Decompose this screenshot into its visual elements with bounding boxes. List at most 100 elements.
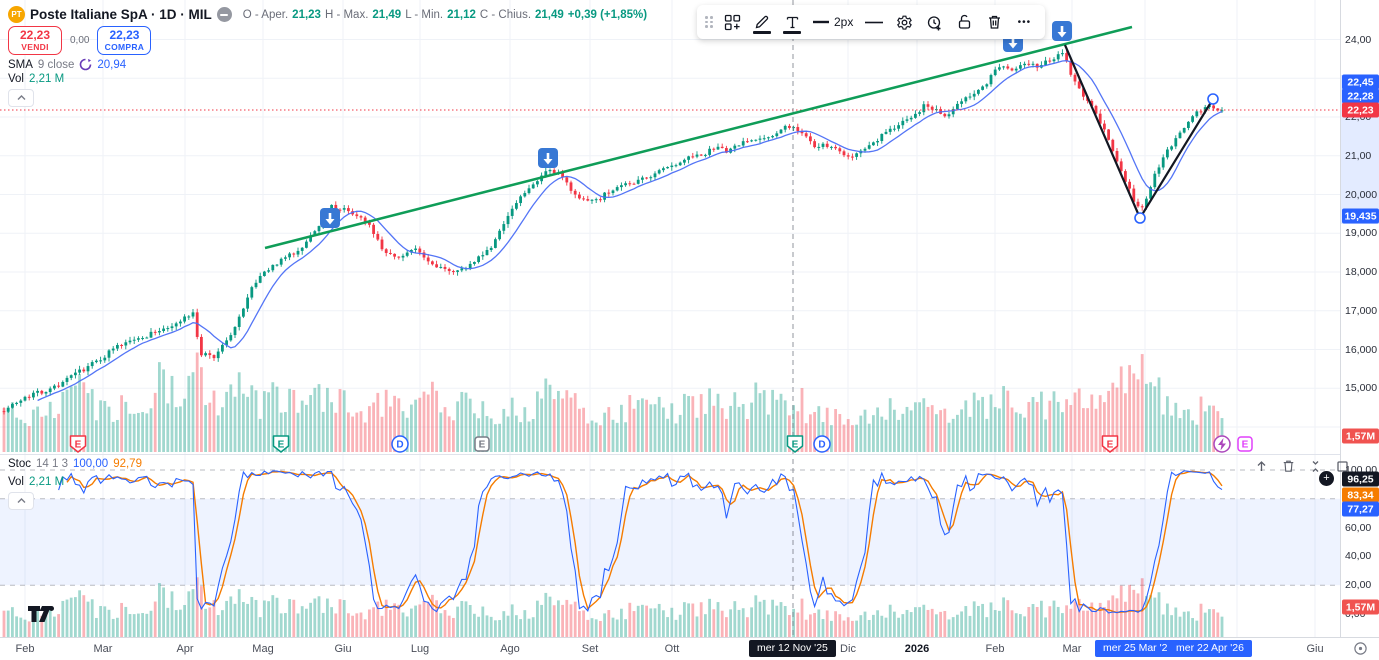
timezone-clock-icon[interactable] xyxy=(1353,641,1368,660)
price-label-badge: 22,45 xyxy=(1342,74,1379,90)
sma-value: 20,94 xyxy=(97,58,127,71)
price-tick: 18,000 xyxy=(1345,266,1378,278)
stoch-label[interactable]: Stoc xyxy=(8,458,32,470)
time-label: Lug xyxy=(410,643,430,655)
sma-loading-icon[interactable] xyxy=(79,58,92,71)
volume-lower-label[interactable]: Vol xyxy=(8,476,24,488)
ohlc-values: O - Aper. 21,23 H - Max. 21,49 L - Min. 21,… xyxy=(242,8,648,21)
layout-add-icon[interactable] xyxy=(719,9,745,35)
price-axis[interactable]: 24,0022,0021,0020,00019,00018,00017,0001… xyxy=(1340,0,1379,637)
price-tick: 15,000 xyxy=(1345,382,1378,395)
symbol-logo[interactable]: PT xyxy=(8,6,25,23)
sell-arrow-marker[interactable] xyxy=(320,208,340,228)
stoch-label-badge: 96,25 xyxy=(1342,471,1379,487)
time-label: Feb xyxy=(15,643,35,655)
time-label: Mar xyxy=(93,643,113,655)
stoch-k-value: 100,00 xyxy=(73,458,109,470)
stoch-tick: 20,00 xyxy=(1345,579,1372,592)
time-label: Giu xyxy=(1306,643,1324,655)
settings-icon[interactable] xyxy=(891,9,917,35)
stoch-label-badge: 77,27 xyxy=(1342,501,1379,517)
svg-text:E: E xyxy=(278,440,285,451)
range-date-badge: mer 22 Apr '26 xyxy=(1168,640,1252,657)
add-alert-plus-icon[interactable]: + xyxy=(1319,471,1334,486)
volume-value: 2,21 M xyxy=(29,73,65,85)
line-style-button[interactable] xyxy=(861,9,887,35)
event-marker[interactable]: E xyxy=(1237,436,1253,452)
buy-button[interactable]: 22,23 COMPRA xyxy=(97,26,152,55)
toolbar-drag-handle[interactable] xyxy=(705,16,713,28)
text-tool-icon[interactable] xyxy=(779,9,805,35)
pane-separator[interactable] xyxy=(0,454,1340,455)
delete-pane-button[interactable] xyxy=(1279,457,1297,475)
spread-value: 0,00 xyxy=(70,35,90,46)
pencil-icon[interactable] xyxy=(749,9,775,35)
time-label: Mar xyxy=(1062,643,1082,655)
collapse-stoch-button[interactable] xyxy=(8,492,34,510)
price-tick: 20,000 xyxy=(1345,188,1378,201)
range-date-badge: mer 25 Mar '26 xyxy=(1095,640,1182,657)
event-marker[interactable] xyxy=(1213,435,1231,453)
volume-lower-value: 2,21 M xyxy=(29,476,65,488)
price-label-badge: 1,57M xyxy=(1342,428,1379,444)
sell-button[interactable]: 22,23 VENDI xyxy=(8,26,62,55)
event-marker[interactable]: E xyxy=(272,435,290,453)
price-tick: 24,00 xyxy=(1345,33,1372,46)
event-marker[interactable]: E xyxy=(786,435,804,453)
sma-label[interactable]: SMA xyxy=(8,58,33,71)
stoch-tick: 40,00 xyxy=(1345,550,1372,563)
pane-controls xyxy=(1252,457,1351,475)
event-marker[interactable]: D xyxy=(813,435,831,453)
tradingview-logo[interactable] xyxy=(28,606,55,627)
time-label: Feb xyxy=(985,643,1005,655)
collapse-pane-button[interactable] xyxy=(1306,457,1324,475)
price-label-badge: 19,435 xyxy=(1342,208,1379,224)
crosshair-date-badge: mer 12 Nov '25 xyxy=(749,640,836,657)
event-marker[interactable]: E xyxy=(474,436,490,452)
time-label: Dic xyxy=(840,643,856,655)
time-label: Giu xyxy=(334,643,352,655)
price-tick: 16,000 xyxy=(1345,343,1378,356)
stoch-d-value: 92,79 xyxy=(113,458,142,470)
time-label: Apr xyxy=(176,643,194,655)
trash-icon[interactable] xyxy=(981,9,1007,35)
time-label: Mag xyxy=(252,643,274,655)
time-label: Ott xyxy=(664,643,680,655)
svg-text:E: E xyxy=(1242,440,1249,451)
collapse-legend-button[interactable] xyxy=(8,89,34,107)
maximize-pane-button[interactable] xyxy=(1333,457,1351,475)
time-label: Set xyxy=(581,643,599,655)
hide-symbol-icon[interactable] xyxy=(216,7,232,22)
event-marker[interactable]: D xyxy=(391,435,409,453)
line-width-button[interactable]: 2px xyxy=(809,9,857,35)
price-label-badge: 22,23 xyxy=(1342,102,1379,118)
time-axis[interactable]: mer 12 Nov '25 Feb Mar Apr Mag Giu Lug Ago Set O… xyxy=(0,637,1379,660)
sell-arrow-marker[interactable] xyxy=(1052,21,1072,41)
price-tick: 21,00 xyxy=(1345,149,1372,162)
svg-text:E: E xyxy=(792,440,799,451)
price-tick: 19,000 xyxy=(1345,227,1378,240)
svg-text:E: E xyxy=(1107,440,1114,451)
event-marker[interactable]: E xyxy=(69,435,87,453)
svg-text:E: E xyxy=(75,440,82,451)
price-label-badge: 22,28 xyxy=(1342,88,1379,104)
svg-text:D: D xyxy=(818,440,825,451)
stoch-label-badge: 83,34 xyxy=(1342,487,1379,503)
svg-text:E: E xyxy=(479,440,486,451)
alert-add-icon[interactable] xyxy=(921,9,947,35)
stoch-label-badge: 1,57M xyxy=(1342,599,1379,615)
svg-text:D: D xyxy=(396,440,403,451)
volume-label[interactable]: Vol xyxy=(8,73,24,85)
more-options-button[interactable]: ••• xyxy=(1017,16,1032,28)
price-tick: 17,000 xyxy=(1345,304,1378,317)
event-marker[interactable]: E xyxy=(1101,435,1119,453)
lock-icon[interactable] xyxy=(951,9,977,35)
time-label: Ago xyxy=(500,643,520,655)
move-pane-up-button[interactable] xyxy=(1252,457,1270,475)
stoch-tick: 60,00 xyxy=(1345,521,1372,534)
symbol-title[interactable]: Poste Italiane SpA · 1D · MIL xyxy=(30,7,212,22)
drawing-toolbar: 2px ••• xyxy=(697,5,1046,39)
sell-arrow-marker[interactable] xyxy=(538,148,558,168)
